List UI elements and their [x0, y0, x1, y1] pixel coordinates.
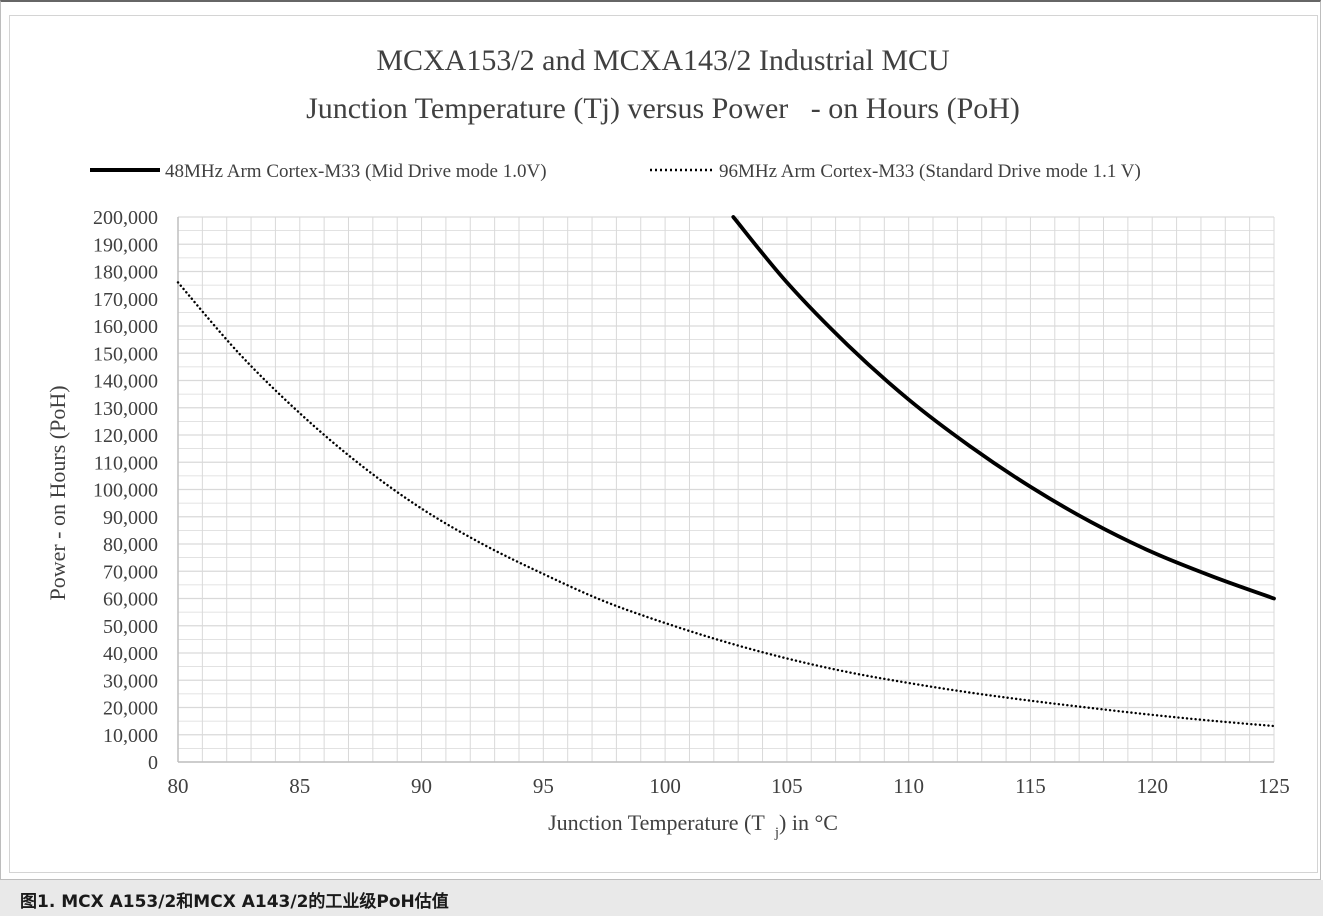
legend: 48MHz Arm Cortex-M33 (Mid Drive mode 1.0… [90, 161, 1141, 182]
caption-bar: 图1. MCX A153/2和MCX A143/2的工业级PoH估值 [0, 880, 1323, 916]
y-tick-label: 130,000 [93, 398, 158, 420]
y-tick-label: 110,000 [94, 452, 158, 474]
axes: 0 10,000 20,000 30,000 40,000 50,000 60,000 70,… [45, 207, 1290, 841]
x-tick-label: 95 [533, 774, 554, 798]
series-line-1 [731, 215, 1276, 601]
y-tick-label: 20,000 [103, 698, 158, 720]
chart-area: MCXA153/2 and MCXA143/2 Industrial MCU Ju… [9, 15, 1318, 873]
chart-title: MCXA153/2 and MCXA143/2 Industrial MCU Ju… [306, 44, 1020, 125]
x-tick-label: 100 [649, 774, 681, 798]
y-tick-label: 150,000 [93, 343, 158, 365]
grid [177, 216, 1275, 763]
y-tick-label: 30,000 [103, 670, 158, 692]
series [176, 215, 1276, 728]
y-tick-label: 100,000 [93, 480, 158, 502]
chart-svg: MCXA153/2 and MCXA143/2 Industrial MCU Ju… [45, 44, 1290, 841]
y-tick-label: 50,000 [103, 616, 158, 638]
figure-caption: 图1. MCX A153/2和MCX A143/2的工业级PoH估值 [20, 892, 449, 912]
x-axis-label-main: Junction Temperature (T [548, 810, 765, 835]
y-tick-label: 40,000 [103, 643, 158, 665]
y-tick-label: 140,000 [93, 371, 158, 393]
y-tick-label: 160,000 [93, 316, 158, 338]
y-tick-label: 90,000 [103, 507, 158, 529]
y-tick-label: 170,000 [93, 289, 158, 311]
chart-title-line: MCXA153/2 and MCXA143/2 Industrial MCU [376, 44, 950, 77]
x-axis-label-subscript: j [774, 825, 779, 841]
x-tick-label: 80 [168, 774, 189, 798]
x-tick-label: 125 [1258, 774, 1290, 798]
chart-title-line: Junction Temperature (Tj) versus Power -… [306, 92, 1020, 125]
y-tick-label: 60,000 [103, 589, 158, 611]
y-tick-label: 70,000 [103, 561, 158, 583]
x-axis-label-tail: ) in °C [779, 810, 838, 835]
y-tick-label: 0 [148, 752, 158, 774]
x-tick-label: 90 [411, 774, 432, 798]
figure-frame: MCXA153/2 and MCXA143/2 Industrial MCU Ju… [0, 0, 1321, 880]
y-tick-label: 200,000 [93, 207, 158, 229]
y-axis-label: Power - on Hours (PoH) [45, 385, 70, 600]
x-tick-label: 110 [893, 774, 924, 798]
x-tick-label: 85 [289, 774, 310, 798]
legend-label-2: 96MHz Arm Cortex-M33 (Standard Drive mod… [719, 161, 1141, 182]
series-line-2 [176, 281, 1276, 728]
legend-label-1: 48MHz Arm Cortex-M33 (Mid Drive mode 1.0… [165, 161, 547, 182]
y-tick-label: 10,000 [103, 725, 158, 747]
y-tick-label: 80,000 [103, 534, 158, 556]
y-tick-label: 190,000 [93, 234, 158, 256]
x-tick-label: 115 [1015, 774, 1046, 798]
x-axis-label: Junction Temperature (T j) in °C [548, 810, 838, 841]
y-tick-label: 180,000 [93, 262, 158, 284]
x-tick-label: 105 [771, 774, 803, 798]
x-tick-label: 120 [1136, 774, 1168, 798]
y-tick-label: 120,000 [93, 425, 158, 447]
